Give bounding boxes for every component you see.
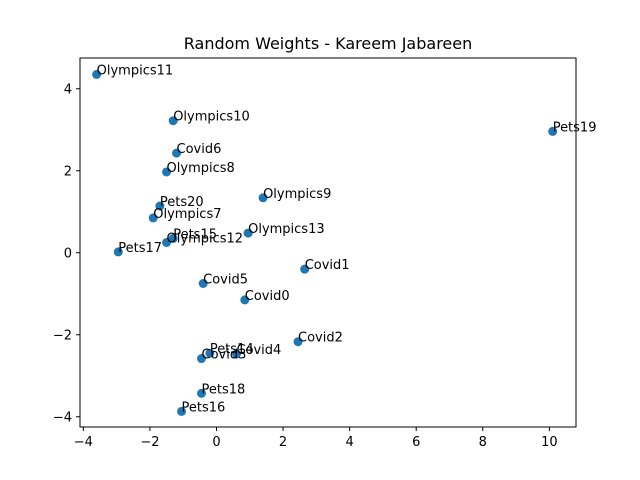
point-label-covid5: Covid5 (203, 273, 248, 288)
point-label-covid3: Covid3 (202, 348, 247, 363)
x-tick-label: −4 (74, 435, 93, 450)
data-point-olympics12 (162, 238, 172, 247)
point-label-olympics8: Olympics8 (167, 161, 235, 176)
x-tick-label: −2 (140, 435, 159, 450)
data-point-covid1 (300, 264, 310, 274)
x-tick-label: 2 (279, 435, 287, 450)
axes-frame (79, 57, 577, 428)
y-tick-label: −2 (53, 328, 72, 343)
x-tick-label: 10 (541, 435, 558, 450)
point-label-covid6: Covid6 (177, 142, 222, 157)
y-tick-label: 0 (64, 246, 72, 261)
data-point-olympics8 (162, 167, 172, 177)
data-point-pets18 (197, 388, 207, 398)
point-label-pets17: Pets17 (118, 241, 162, 256)
data-point-olympics13 (243, 228, 253, 238)
x-tick-label: 8 (479, 435, 487, 450)
data-point-covid6 (172, 148, 182, 158)
point-label-olympics10: Olympics10 (173, 110, 250, 125)
data-point-pets20 (155, 201, 165, 211)
data-point-covid4 (231, 349, 241, 359)
point-label-pets14: Pets14 (210, 342, 254, 357)
data-point-olympics9 (258, 193, 268, 203)
y-tick-label: −4 (53, 410, 72, 425)
y-tick-label: 4 (64, 82, 72, 97)
point-labels: Olympics11 Olympics10 Covid6 Olympics8 Pets2… (97, 63, 597, 415)
data-point-pets16 (177, 406, 187, 416)
point-label-pets19: Pets19 (553, 120, 597, 135)
point-label-covid2: Covid2 (298, 331, 343, 346)
point-label-olympics13: Olympics13 (248, 222, 325, 237)
data-point-olympics11 (92, 69, 102, 79)
point-label-pets20: Pets20 (160, 195, 204, 210)
point-label-pets15: Pets15 (173, 227, 217, 242)
data-points (92, 69, 558, 416)
x-tick-label: 6 (412, 435, 420, 450)
point-label-covid4: Covid4 (236, 343, 281, 358)
point-label-pets16: Pets16 (182, 400, 226, 415)
data-point-pets19 (548, 126, 558, 136)
data-point-covid3 (197, 354, 207, 364)
data-point-pets15 (168, 233, 178, 243)
point-label-olympics12: Olympics12 (167, 232, 244, 247)
data-point-covid5 (198, 279, 208, 288)
point-label-olympics9: Olympics9 (263, 187, 331, 202)
point-label-olympics11: Olympics11 (97, 63, 174, 78)
data-point-covid2 (293, 337, 303, 347)
data-point-covid0 (240, 295, 250, 305)
x-tick-label: 0 (212, 435, 220, 450)
point-label-covid1: Covid1 (305, 258, 350, 273)
point-label-olympics7: Olympics7 (153, 207, 221, 222)
x-tick-label: 4 (345, 435, 353, 450)
data-point-olympics7 (148, 213, 158, 223)
y-tick-label: 2 (64, 164, 72, 179)
data-point-pets17 (113, 247, 123, 257)
data-point-olympics10 (168, 116, 178, 126)
point-label-covid0: Covid0 (245, 289, 290, 304)
data-point-pets14 (205, 348, 215, 358)
axis-ticks: −4 −2 0 2 4 6 8 10 −4 −2 0 2 4 (53, 82, 558, 450)
chart-title: Random Weights - Kareem Jabareen (184, 34, 473, 53)
point-label-pets18: Pets18 (202, 382, 246, 397)
